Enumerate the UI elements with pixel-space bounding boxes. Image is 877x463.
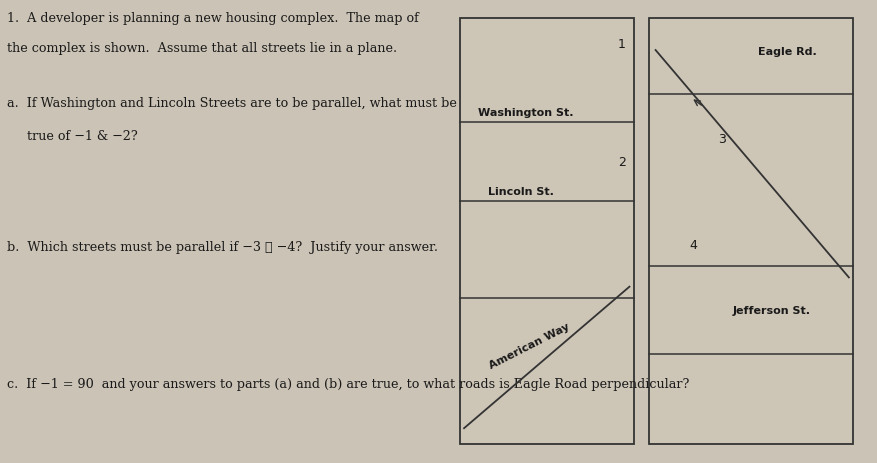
Text: b.  Which streets must be parallel if −3 ≅ −4?  Justify your answer.: b. Which streets must be parallel if −3 … (7, 241, 438, 254)
Text: Eagle Rd.: Eagle Rd. (758, 47, 816, 57)
Text: 4: 4 (689, 239, 696, 252)
Text: 1.  A developer is planning a new housing complex.  The map of: 1. A developer is planning a new housing… (7, 12, 418, 25)
Bar (460, 19, 633, 444)
Text: a.  If Washington and Lincoln Streets are to be parallel, what must be: a. If Washington and Lincoln Streets are… (7, 97, 456, 110)
Bar (648, 19, 852, 444)
Text: Washington St.: Washington St. (478, 108, 573, 118)
Text: Jefferson St.: Jefferson St. (731, 305, 809, 315)
Text: American Way: American Way (487, 321, 571, 371)
Text: 2: 2 (617, 156, 624, 169)
Text: true of −1 & −2?: true of −1 & −2? (7, 130, 138, 143)
Text: the complex is shown.  Assume that all streets lie in a plane.: the complex is shown. Assume that all st… (7, 42, 396, 55)
Text: c.  If −1 = 90  and your answers to parts (a) and (b) are true, to what roads is: c. If −1 = 90 and your answers to parts … (7, 377, 688, 390)
Text: Lincoln St.: Lincoln St. (487, 187, 553, 197)
Text: 3: 3 (717, 132, 725, 145)
Text: 1: 1 (617, 38, 624, 50)
